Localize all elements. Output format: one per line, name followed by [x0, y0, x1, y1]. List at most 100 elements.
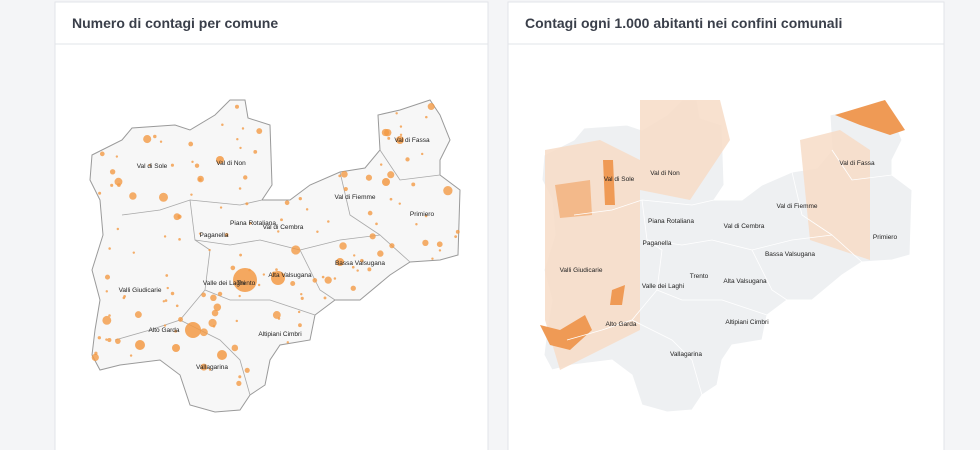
bubble — [185, 322, 201, 338]
bubble — [163, 235, 167, 238]
bubble — [405, 157, 410, 162]
bubble — [387, 136, 391, 140]
bubble — [241, 127, 245, 130]
bubble — [210, 294, 217, 302]
bubble — [333, 277, 337, 280]
district-border — [831, 149, 893, 181]
area-label: Val di Non — [216, 160, 246, 167]
bubble — [396, 136, 404, 144]
bubble — [327, 220, 330, 223]
bubble — [411, 182, 416, 187]
bubble — [389, 197, 393, 201]
bubble — [217, 350, 227, 360]
bubble — [312, 278, 318, 283]
bubble — [191, 160, 194, 164]
district-border — [791, 171, 833, 236]
bubble — [415, 223, 418, 226]
bubble — [365, 174, 373, 181]
bubble — [98, 191, 102, 195]
bubble — [213, 303, 222, 312]
bubble — [217, 291, 223, 297]
bubble — [165, 274, 169, 277]
bubble — [360, 258, 364, 263]
bubble — [341, 170, 348, 178]
area-label: Val di Sole — [137, 163, 168, 170]
bubble — [336, 258, 344, 266]
bubble — [398, 202, 401, 205]
bubble — [286, 341, 290, 344]
bubble — [208, 318, 217, 328]
bubble — [170, 163, 174, 167]
district-border — [646, 239, 788, 301]
bubble — [297, 310, 301, 314]
area — [640, 100, 730, 200]
bubble — [122, 296, 126, 300]
bubble — [420, 152, 424, 156]
bubble — [369, 233, 376, 240]
bubble — [236, 380, 242, 386]
panel-title: Contagi ogni 1.000 abitanti nei confini … — [525, 15, 842, 31]
bubble — [132, 251, 135, 254]
bubble — [321, 275, 325, 279]
bubble — [198, 232, 202, 235]
bubble — [105, 290, 108, 293]
bubble — [438, 249, 442, 252]
area-label: Val di Fassa — [839, 160, 875, 167]
area-label: Bassa Valsugana — [335, 260, 385, 267]
district-border — [379, 149, 441, 181]
bubble — [291, 245, 301, 255]
area-label: Altipiani Cimbri — [258, 331, 301, 338]
bubble — [249, 222, 252, 225]
bubble — [389, 243, 395, 249]
choropleth-map: Val di Sole Val di Non Val di Fassa Val di … — [540, 99, 913, 413]
bubble — [244, 367, 250, 373]
area-label: Trento — [690, 273, 709, 280]
area-label: Vallagarina — [196, 364, 228, 371]
bubble — [134, 311, 142, 319]
bubble — [367, 210, 373, 216]
bubble — [104, 274, 110, 280]
bubble — [174, 329, 178, 333]
bubble — [377, 250, 384, 257]
bubble — [199, 328, 208, 337]
bubble — [230, 265, 236, 271]
bubble — [275, 268, 278, 271]
area — [800, 130, 870, 260]
bubble — [284, 200, 290, 206]
bubble — [300, 292, 303, 296]
bubble — [219, 206, 223, 209]
bubble — [114, 177, 123, 186]
bubble — [298, 197, 302, 201]
area-label: Val di Cembra — [263, 224, 304, 231]
bubble — [105, 338, 108, 341]
bubble — [201, 292, 206, 298]
bubble — [221, 123, 224, 126]
bubble — [277, 317, 281, 320]
district-border — [299, 234, 411, 263]
bubble — [239, 146, 242, 150]
area-label: Primiero — [410, 211, 435, 218]
bubble — [350, 285, 356, 291]
bubble — [102, 315, 112, 325]
bubble — [208, 368, 212, 371]
area-label: Piana Rotaliana — [648, 218, 694, 225]
area-label: Valli Giudicarie — [119, 287, 162, 294]
bubble — [316, 230, 319, 234]
area-label: Val di Sole — [604, 176, 635, 183]
bubble — [190, 193, 193, 196]
area-label: Paganella — [643, 240, 672, 247]
bubble — [387, 171, 395, 179]
bubble — [454, 235, 458, 239]
bubble — [166, 286, 169, 290]
bubble — [298, 323, 302, 328]
bubble — [384, 128, 392, 137]
district-border — [189, 199, 263, 206]
bubble — [198, 177, 202, 182]
area-label: Altipiani Cimbri — [725, 319, 768, 326]
district-border — [751, 234, 863, 263]
area-label: Bassa Valsugana — [765, 251, 815, 258]
bubble — [163, 324, 167, 327]
area — [540, 315, 592, 350]
bubble — [175, 304, 179, 308]
